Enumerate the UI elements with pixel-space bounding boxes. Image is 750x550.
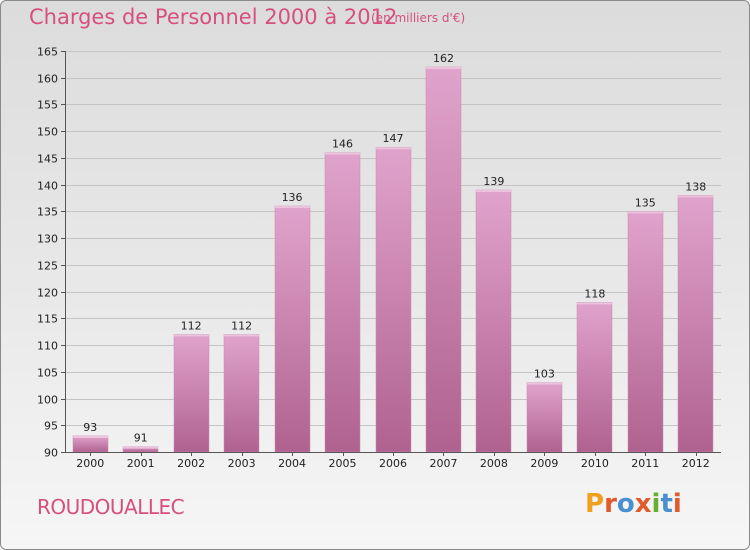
commune-name: ROUDOUALLEC: [37, 495, 185, 519]
bar-top-highlight: [678, 195, 713, 198]
x-tick-label-2007: 2007: [429, 457, 457, 470]
bar-top-highlight: [426, 67, 461, 70]
y-tick-label: 150: [37, 126, 58, 139]
x-tick-label-2002: 2002: [177, 457, 205, 470]
x-tick-label-2001: 2001: [127, 457, 155, 470]
value-label-2010: 118: [584, 287, 605, 300]
logo-letter: o: [616, 489, 635, 519]
bar-2009: [526, 382, 563, 453]
bar-top-highlight: [476, 190, 511, 193]
y-tick-label: 130: [37, 233, 58, 246]
value-label-2000: 93: [83, 421, 97, 434]
value-label-2005: 146: [332, 138, 353, 151]
bar-2010: [576, 302, 613, 453]
bar-top-highlight: [325, 152, 360, 155]
bar-top-highlight: [73, 435, 108, 438]
bar-top-highlight: [174, 334, 209, 337]
y-tick-label: 125: [37, 260, 58, 273]
bar-top-highlight: [376, 147, 411, 150]
bar-top-highlight: [275, 206, 310, 209]
bar-2006: [375, 146, 412, 453]
y-tick-label: 105: [37, 367, 58, 380]
bar-2002: [173, 334, 210, 453]
chart-title: Charges de Personnel 2000 à 2012: [29, 5, 398, 29]
value-label-2002: 112: [181, 319, 202, 332]
y-tick-label: 135: [37, 206, 58, 219]
bar-top-highlight: [224, 334, 259, 337]
value-label-2004: 136: [282, 191, 303, 204]
bars: [72, 66, 714, 453]
y-tick-label: 145: [37, 153, 58, 166]
value-label-2007: 162: [433, 52, 454, 65]
x-tick-label-2006: 2006: [379, 457, 407, 470]
x-tick-label-2004: 2004: [278, 457, 306, 470]
value-label-2003: 112: [231, 319, 252, 332]
bar-2011: [627, 211, 664, 453]
x-tick-label-2000: 2000: [76, 457, 104, 470]
x-tick-label-2008: 2008: [480, 457, 508, 470]
proxiti-logo[interactable]: Proxiti: [585, 489, 682, 519]
logo-letter: i: [672, 489, 682, 519]
bar-top-highlight: [577, 302, 612, 305]
value-label-2008: 139: [483, 175, 504, 188]
y-tick-label: 155: [37, 99, 58, 112]
y-tick-label: 90: [44, 447, 58, 460]
value-label-2001: 91: [134, 432, 148, 445]
value-label-2006: 147: [383, 132, 404, 145]
x-tick-label-2012: 2012: [682, 457, 710, 470]
y-tick-label: 115: [37, 313, 58, 326]
y-tick-label: 95: [44, 420, 58, 433]
y-tick-label: 140: [37, 180, 58, 193]
bar-2008: [475, 189, 512, 453]
y-tick-label: 160: [37, 73, 58, 86]
bar-2004: [274, 205, 311, 453]
axes: [61, 51, 721, 456]
logo-letter: r: [604, 489, 617, 519]
y-tick-label: 120: [37, 287, 58, 300]
x-tick-label-2011: 2011: [631, 457, 659, 470]
chart-unit: (en milliers d'€): [371, 11, 466, 25]
bar-top-highlight: [527, 382, 562, 385]
value-label-2009: 103: [534, 367, 555, 380]
logo-letter: i: [651, 489, 661, 519]
logo-letter: P: [585, 489, 605, 519]
x-tick-label-2003: 2003: [228, 457, 256, 470]
value-label-2011: 135: [635, 196, 656, 209]
x-tick-label-2009: 2009: [530, 457, 558, 470]
bar-2005: [324, 152, 361, 453]
bar-2012: [677, 195, 714, 453]
y-tick-label: 110: [37, 340, 58, 353]
value-label-2012: 138: [685, 180, 706, 193]
labels: 90 95 100 105 110 115 120 125 130 135 140 145 150 155…: [37, 46, 710, 471]
x-tick-label-2010: 2010: [581, 457, 609, 470]
bar-2007: [425, 66, 462, 453]
logo-letter: t: [660, 489, 673, 519]
y-tick-label: 165: [37, 46, 58, 59]
y-tick-label: 100: [37, 394, 58, 407]
bar-2003: [223, 334, 260, 453]
bar-2000: [72, 435, 109, 453]
x-tick-label-2005: 2005: [329, 457, 357, 470]
bar-top-highlight: [628, 211, 663, 214]
logo-letter: x: [634, 489, 652, 519]
bar-top-highlight: [123, 446, 158, 449]
